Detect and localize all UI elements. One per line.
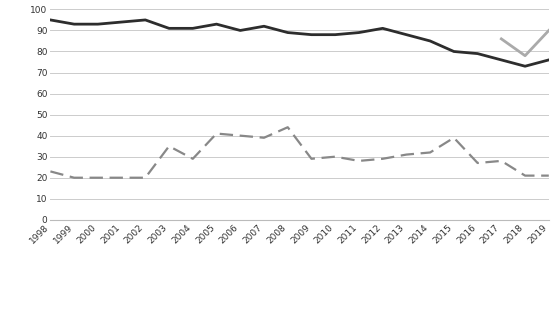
Legend: Fernsehen, Online-Videos, DVD, Bluray, Video: Fernsehen, Online-Videos, DVD, Bluray, V… bbox=[130, 313, 469, 314]
